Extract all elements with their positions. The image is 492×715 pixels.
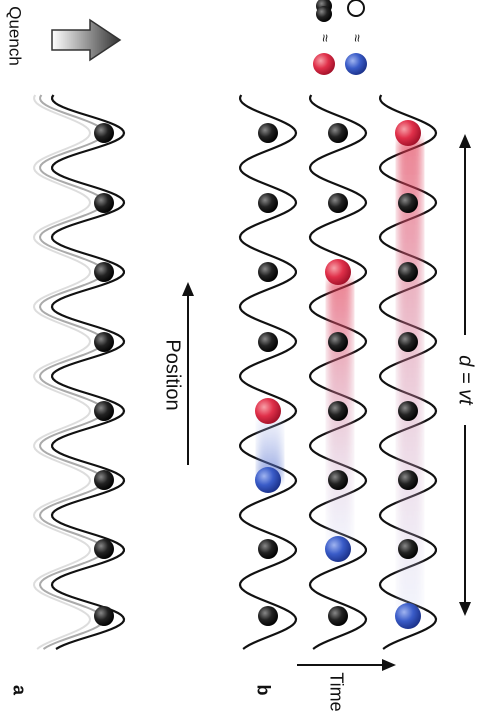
wave — [52, 95, 124, 649]
quasiparticle — [395, 603, 421, 629]
panel-label: a — [9, 685, 29, 696]
atom — [398, 470, 418, 490]
distance-label: d = vt — [455, 355, 477, 406]
arrowhead — [459, 602, 471, 616]
atom — [94, 262, 114, 282]
atom — [258, 539, 278, 559]
wave — [240, 95, 296, 649]
atom — [258, 606, 278, 626]
potential-waves — [34, 95, 436, 649]
atom — [94, 606, 114, 626]
atom — [258, 332, 278, 352]
panel-label: b — [253, 685, 273, 696]
quench-label: Quench — [6, 6, 25, 66]
quasiparticle — [395, 120, 421, 146]
arrowhead — [182, 282, 194, 296]
atom — [398, 332, 418, 352]
legend-pair — [316, 6, 332, 22]
atom — [94, 401, 114, 421]
time-label: Time — [326, 672, 346, 711]
quasiparticle — [325, 536, 351, 562]
approx: ≈ — [349, 34, 365, 42]
arrowhead — [459, 134, 471, 148]
arrowhead — [382, 659, 396, 671]
position-label: Position — [162, 339, 184, 410]
atom — [328, 401, 348, 421]
atom — [398, 401, 418, 421]
atom — [398, 539, 418, 559]
atom — [94, 193, 114, 213]
atom — [258, 262, 278, 282]
atom — [328, 332, 348, 352]
legend-blue — [345, 53, 367, 75]
atom — [328, 193, 348, 213]
legend-red — [313, 53, 335, 75]
quasiparticle — [325, 259, 351, 285]
atom — [94, 470, 114, 490]
quasiparticle — [255, 467, 281, 493]
atom — [328, 470, 348, 490]
atom — [398, 193, 418, 213]
atom — [258, 193, 278, 213]
atom — [328, 606, 348, 626]
atom — [94, 332, 114, 352]
atom — [94, 539, 114, 559]
legend-hole — [348, 0, 364, 16]
atom — [398, 262, 418, 282]
atom — [94, 123, 114, 143]
atoms — [94, 120, 421, 629]
figure: Quench ≈ ≈ Position Time d = vt a b — [0, 0, 492, 715]
quasiparticle — [255, 398, 281, 424]
quench-arrow — [52, 20, 120, 60]
atom — [258, 123, 278, 143]
atom — [328, 123, 348, 143]
approx: ≈ — [317, 34, 333, 42]
